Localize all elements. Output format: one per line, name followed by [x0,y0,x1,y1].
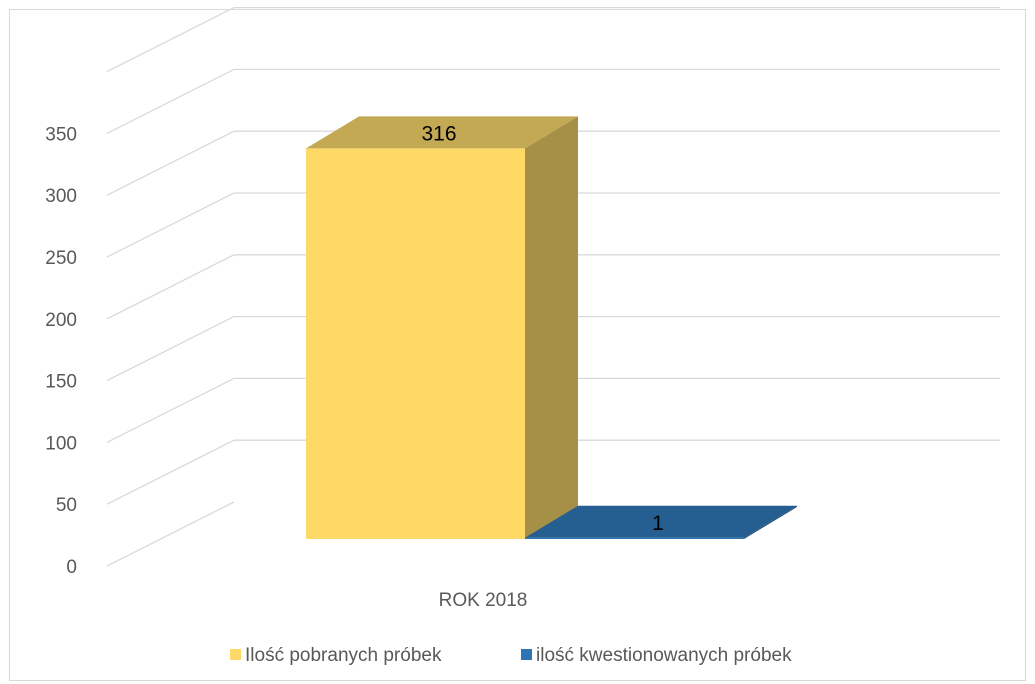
y-axis-ticks: 0 50 100 150 200 250 300 350 [45,124,77,578]
x-category-label: ROK 2018 [439,590,528,611]
legend-label-0: Ilość pobranych próbek [245,645,442,666]
bar-side-0 [525,116,578,539]
gridline-diagonal [106,254,235,320]
y-tick-label: 300 [45,186,77,207]
gridline-diagonal [106,130,235,196]
y-tick-label: 0 [66,557,77,578]
gridline-diagonal [106,68,235,134]
legend-swatch-1 [521,649,532,660]
gridline-diagonal [106,439,235,505]
y-tick-label: 250 [45,248,77,269]
legend-label-1: ilość kwestionowanych próbek [536,645,792,666]
gridline-diagonal [106,501,235,567]
gridline-diagonal [106,7,235,73]
data-label-0: 316 [421,122,456,145]
bar-top-0 [306,116,578,149]
data-labels: 316 1 [421,122,663,534]
bar-top-1 [525,505,797,538]
y-tick-label: 150 [45,372,77,393]
gridline-diagonal [106,316,235,382]
y-tick-label: 200 [45,310,77,331]
bar-side-1 [744,505,797,539]
y-tick-label: 50 [56,495,77,516]
x-axis-categories: ROK 2018 [439,590,528,611]
gridline-diagonal [106,377,235,443]
data-label-1: 1 [652,512,664,535]
bars [306,116,797,539]
y-tick-label: 350 [45,124,77,145]
legend-swatch-0 [230,649,241,660]
legend: Ilość pobranych próbek ilość kwestionowan… [230,645,792,666]
bar-front-0 [306,148,525,539]
y-tick-label: 100 [45,433,77,454]
gridline-diagonal [106,192,235,258]
bar-front-1 [525,537,744,539]
